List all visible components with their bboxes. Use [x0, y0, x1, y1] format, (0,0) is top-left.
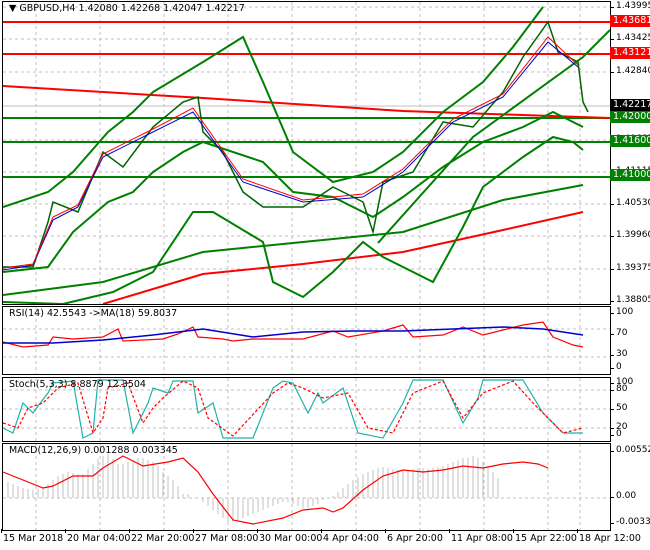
- rsi-tick: 0: [610, 362, 622, 372]
- time-axis: 15 Mar 2018 20 Mar 04:00 22 Mar 20:00 27…: [0, 529, 650, 550]
- price-chart: [3, 2, 610, 304]
- time-label: 15 Apr 22:00: [513, 529, 577, 544]
- macd-chart: [3, 444, 610, 530]
- support-tag: 1.41000: [610, 169, 650, 181]
- rsi-tick: 70: [609, 328, 628, 338]
- stoch-chart: [3, 378, 610, 441]
- stoch-pane[interactable]: Stoch(5,3,3) 8.8879 12.3504: [2, 377, 611, 442]
- price-pane[interactable]: ▼ GBPUSD,H4 1.42080 1.42268 1.42047 1.42…: [2, 1, 611, 305]
- price-tick: 1.43995: [609, 1, 650, 11]
- price-axis: 1.43995 1.43425 1.42840 1.41685 1.41115 …: [609, 0, 650, 305]
- price-tick: 1.39960: [609, 230, 650, 240]
- price-tick: 1.43425: [609, 33, 650, 43]
- symbol-timeframe: GBPUSD,H4: [19, 3, 76, 14]
- stoch-tick: 50: [609, 403, 628, 413]
- time-label: 6 Apr 20:00: [385, 529, 443, 544]
- stoch-tick: 100: [609, 377, 634, 387]
- support-tag: 1.41600: [610, 135, 650, 147]
- open-value: 1.42080: [78, 3, 118, 14]
- stoch-tick: 20: [609, 422, 628, 432]
- price-tick: 1.42840: [609, 66, 650, 76]
- resistance-tag: 1.43681: [610, 15, 650, 27]
- macd-tick: 0.00: [609, 491, 637, 501]
- macd-pane[interactable]: MACD(12,26,9) 0.001288 0.003345: [2, 443, 611, 531]
- rsi-label: RSI(14) 42.5543 ->MA(18) 59.8037: [9, 308, 178, 319]
- symbol-header: ▼ GBPUSD,H4 1.42080 1.42268 1.42047 1.42…: [9, 3, 245, 14]
- stoch-tick: 0: [610, 429, 622, 439]
- price-tick: 1.40530: [609, 198, 650, 208]
- current-price-tag: 1.42217: [610, 99, 650, 111]
- resistance-tag: 1.43121: [610, 47, 650, 59]
- stoch-axis: 100 80 50 20 0: [609, 377, 650, 441]
- macd-axis: 0.005526 0.00 -0.003367: [609, 443, 650, 531]
- low-value: 1.42047: [163, 3, 203, 14]
- stoch-label: Stoch(5,3,3) 8.8879 12.3504: [9, 379, 146, 390]
- time-label: 4 Apr 04:00: [321, 529, 379, 544]
- time-label: 18 Apr 12:00: [577, 529, 641, 544]
- collapse-triangle-icon[interactable]: ▼: [9, 3, 17, 14]
- price-tick: 1.39375: [609, 263, 650, 273]
- support-tag: 1.42000: [610, 111, 650, 123]
- time-label: 11 Apr 08:00: [449, 529, 513, 544]
- time-label: 20 Mar 04:00: [64, 529, 131, 544]
- time-label: 15 Mar 2018: [0, 529, 64, 544]
- rsi-pane[interactable]: RSI(14) 42.5543 ->MA(18) 59.8037: [2, 306, 611, 375]
- time-label: 27 Mar 08:00: [192, 529, 259, 544]
- macd-tick: 0.005526: [610, 445, 650, 455]
- macd-label: MACD(12,26,9) 0.001288 0.003345: [9, 445, 178, 456]
- rsi-tick: 100: [609, 307, 634, 317]
- time-label: 30 Mar 00:00: [256, 529, 323, 544]
- high-value: 1.42268: [120, 3, 161, 14]
- rsi-tick: 30: [609, 349, 628, 359]
- macd-tick: -0.003367: [609, 517, 650, 527]
- rsi-chart: [3, 307, 610, 374]
- close-value: 1.42217: [205, 3, 245, 14]
- rsi-axis: 100 70 30 0: [609, 306, 650, 374]
- price-tick: 1.38805: [609, 295, 650, 305]
- time-label: 22 Mar 20:00: [128, 529, 195, 544]
- stoch-tick: 80: [609, 384, 628, 394]
